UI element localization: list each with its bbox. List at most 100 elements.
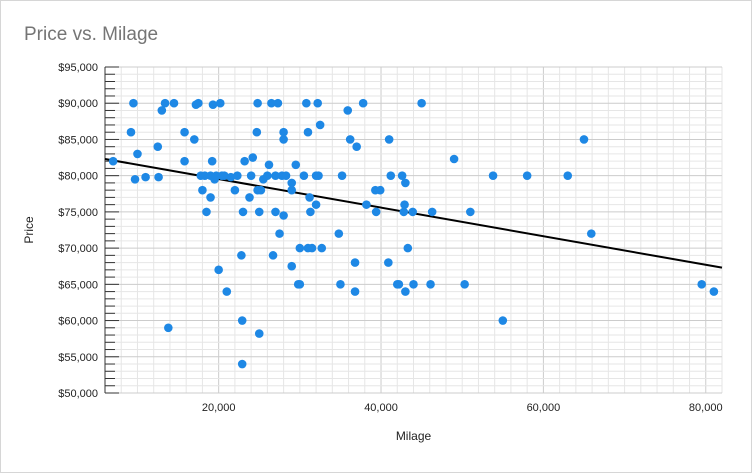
data-point (466, 207, 475, 217)
x-tick-label: 80,000 (689, 402, 723, 414)
data-point (214, 265, 223, 275)
data-point (401, 287, 410, 296)
data-point (126, 127, 136, 137)
data-point (287, 185, 297, 195)
data-point (246, 171, 256, 180)
chart-title: Price vs. Milage (24, 24, 159, 45)
data-point (403, 243, 413, 253)
data-point (202, 207, 211, 217)
data-point (252, 127, 262, 137)
data-point (164, 323, 173, 333)
data-point (352, 142, 361, 151)
data-point (408, 207, 417, 217)
data-point (306, 207, 315, 217)
data-point (194, 98, 203, 108)
y-tick-label: $65,000 (58, 279, 98, 291)
data-point (206, 193, 215, 202)
data-point (237, 359, 247, 369)
data-point (375, 185, 385, 195)
data-point (311, 200, 321, 209)
y-tick-label: $95,000 (58, 62, 98, 74)
data-point (279, 127, 288, 137)
data-point (273, 98, 283, 108)
gridlines (104, 66, 723, 394)
data-point (386, 171, 396, 180)
data-point (498, 316, 508, 325)
data-point (190, 135, 199, 144)
data-point (279, 211, 288, 220)
data-point (279, 135, 288, 144)
data-point (426, 280, 435, 289)
data-point (263, 171, 272, 180)
x-tick-labels: 20,000 40,000 60,000 80,000 (202, 402, 723, 414)
data-point (345, 135, 355, 144)
data-point (586, 229, 596, 238)
data-point (268, 251, 278, 260)
data-point (240, 156, 249, 166)
data-point (207, 156, 217, 166)
data-point (295, 243, 305, 253)
data-point (215, 98, 225, 108)
data-point (579, 135, 589, 144)
data-point (256, 185, 266, 195)
data-point (460, 280, 469, 289)
data-point (336, 280, 345, 289)
data-point (157, 106, 167, 115)
y-axis-title: Price (22, 216, 36, 244)
data-point (358, 98, 368, 108)
data-point (108, 156, 118, 166)
data-point (362, 200, 371, 209)
data-point (160, 98, 170, 108)
data-point (409, 280, 418, 289)
data-point (302, 98, 311, 108)
data-point (153, 142, 163, 151)
data-point (220, 171, 229, 180)
data-point (350, 258, 360, 267)
data-point (226, 172, 236, 182)
data-point (254, 207, 264, 217)
x-tick-label: 40,000 (364, 402, 398, 414)
x-tick-label: 60,000 (527, 402, 561, 414)
data-point (237, 251, 246, 260)
data-point (350, 287, 360, 296)
data-point (245, 193, 254, 202)
data-point (399, 207, 409, 217)
data-point (317, 243, 327, 253)
data-point (449, 154, 459, 164)
y-tick-labels: $50,000 $55,000 $60,000 $65,000 $70,000 $75,0… (58, 62, 98, 400)
data-point (271, 207, 280, 217)
data-point (384, 135, 394, 144)
x-tick-label: 20,000 (202, 402, 236, 414)
data-point (397, 171, 407, 180)
data-point (281, 171, 291, 180)
x-axis-title: Milage (396, 429, 432, 443)
data-point (248, 153, 258, 162)
data-point (401, 178, 410, 188)
data-point (180, 156, 189, 166)
data-point (287, 178, 297, 188)
data-point (230, 185, 240, 195)
data-point (307, 243, 317, 253)
y-tick-label: $60,000 (58, 316, 98, 328)
data-point (287, 261, 297, 271)
data-point (314, 171, 323, 180)
data-point (563, 171, 573, 180)
data-point (522, 171, 532, 180)
data-point (169, 98, 179, 108)
data-point (233, 171, 242, 180)
y-tick-label: $50,000 (58, 388, 98, 400)
data-point (384, 258, 393, 267)
y-tick-label: $55,000 (58, 352, 98, 364)
data-point (264, 160, 274, 170)
data-point (141, 172, 150, 182)
data-point (238, 207, 248, 217)
data-point (709, 287, 719, 296)
data-point (291, 160, 301, 170)
data-point (208, 100, 218, 109)
data-point (129, 98, 138, 108)
data-point (271, 171, 280, 180)
data-point (315, 120, 325, 130)
data-point (697, 280, 707, 289)
